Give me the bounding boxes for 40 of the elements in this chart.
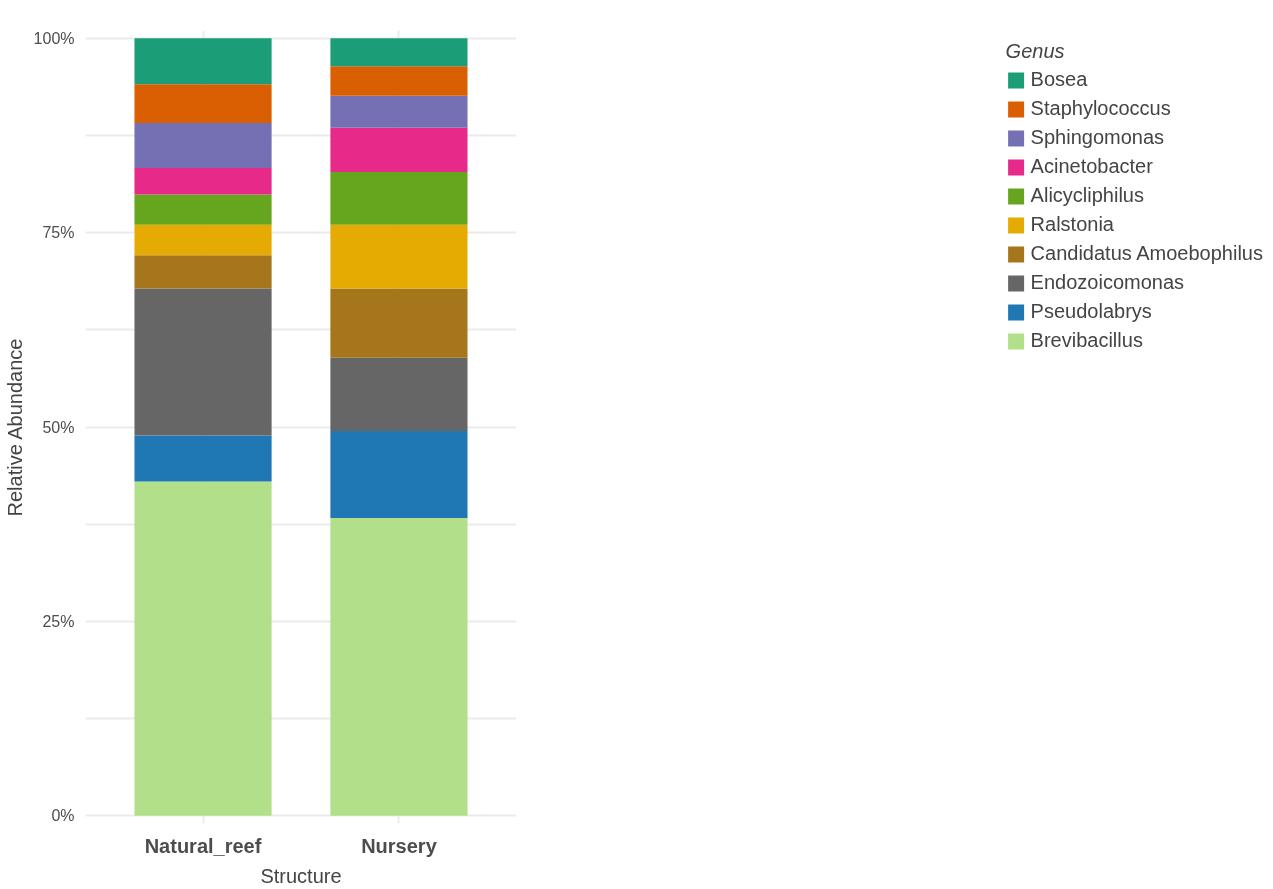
bar xyxy=(330,224,468,289)
bar xyxy=(330,95,468,128)
bar xyxy=(330,517,468,816)
legend-label: Alicycliphilus xyxy=(1030,184,1144,207)
y-tick-label: 100% xyxy=(33,29,75,47)
bar xyxy=(134,168,272,195)
legend-label: Acinetobacter xyxy=(1030,155,1153,178)
y-tick-label: 0% xyxy=(51,807,75,825)
y-axis-title: Relative Abundance xyxy=(3,338,26,517)
legend-label: Sphingomonas xyxy=(1030,126,1165,149)
bar xyxy=(330,357,468,431)
y-tick-label: 25% xyxy=(42,612,75,630)
legend-title: Genus xyxy=(1005,40,1066,63)
bar xyxy=(134,123,272,169)
legend-label: Staphylococcus xyxy=(1030,97,1171,120)
bar xyxy=(134,288,272,436)
bar xyxy=(134,38,272,85)
y-tick-label: 75% xyxy=(42,224,75,242)
bar xyxy=(330,288,468,358)
bar xyxy=(134,481,272,816)
x-axis-title: Structure xyxy=(260,864,342,887)
bar xyxy=(134,194,272,225)
bar xyxy=(134,84,272,124)
legend-label: Candidatus Amoebophilus xyxy=(1030,242,1263,265)
legend-label: Endozoicomonas xyxy=(1030,271,1185,294)
bar xyxy=(330,430,468,518)
legend-label: Brevibacillus xyxy=(1030,329,1143,352)
bar xyxy=(330,66,468,96)
bar xyxy=(134,255,272,289)
legend-label: Pseudolabrys xyxy=(1030,300,1152,323)
legend-label: Ralstonia xyxy=(1030,213,1114,236)
bar xyxy=(330,127,468,172)
x-tick-label: Nursery xyxy=(361,834,438,857)
legend-label: Bosea xyxy=(1030,68,1088,91)
bar xyxy=(134,435,272,482)
bar xyxy=(134,224,272,256)
y-tick-label: 50% xyxy=(42,418,75,436)
bar xyxy=(330,38,468,67)
x-tick-label: Natural_reef xyxy=(144,834,262,857)
bar xyxy=(330,172,468,225)
